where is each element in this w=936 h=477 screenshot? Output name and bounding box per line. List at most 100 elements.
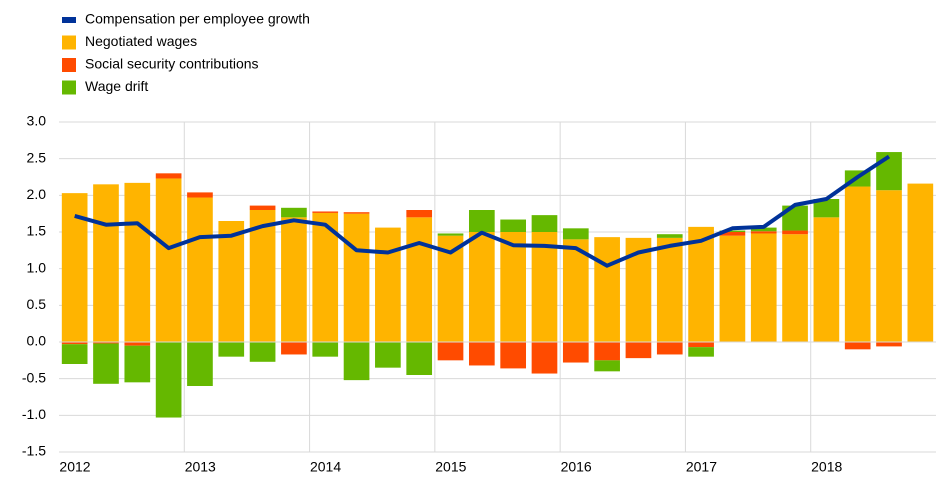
bar — [218, 342, 245, 357]
bar — [876, 342, 902, 347]
bar — [343, 213, 370, 342]
legend-label: Wage drift — [85, 78, 148, 94]
bar — [281, 342, 307, 355]
bar — [656, 234, 683, 238]
bar — [218, 221, 245, 342]
line — [74, 154, 891, 268]
bar — [312, 212, 339, 342]
bar — [500, 342, 527, 369]
bar — [93, 342, 119, 344]
bar — [343, 212, 370, 214]
bar — [437, 233, 464, 236]
bar — [468, 342, 495, 366]
bar — [594, 360, 620, 372]
bar — [61, 342, 88, 345]
bar — [750, 233, 777, 342]
legend-swatch — [62, 17, 76, 23]
bar — [750, 231, 777, 234]
bar — [594, 342, 620, 361]
bar — [562, 228, 589, 240]
legend-swatch — [62, 58, 76, 72]
bar — [93, 184, 119, 342]
bar — [813, 199, 840, 218]
bar — [468, 210, 495, 232]
y-tick-label: 2.0 — [27, 186, 47, 202]
bar — [531, 215, 558, 232]
bar — [844, 342, 871, 350]
y-tick-label: 2.5 — [27, 149, 47, 165]
x-tick-label: 2015 — [435, 459, 466, 475]
bar — [124, 342, 151, 346]
bar — [813, 217, 840, 342]
bar — [531, 342, 558, 374]
bar — [719, 230, 746, 232]
x-tick-label: 2018 — [811, 459, 842, 475]
bar — [124, 345, 151, 383]
bar — [656, 237, 683, 342]
y-tick-label: 1.0 — [27, 259, 47, 275]
y-tick-label: -0.5 — [22, 369, 46, 385]
bar — [375, 227, 401, 342]
bar — [782, 230, 808, 235]
x-tick-label: 2013 — [185, 459, 216, 475]
x-tick-label: 2016 — [561, 459, 592, 475]
bar — [187, 192, 213, 198]
bar — [343, 342, 370, 381]
bar — [688, 347, 714, 357]
bar — [249, 342, 276, 362]
bar — [155, 173, 182, 179]
bar — [468, 232, 495, 342]
legend-label: Social security contributions — [85, 56, 259, 72]
y-tick-label: 0.0 — [27, 333, 47, 349]
bar — [719, 235, 746, 342]
legend-swatch — [62, 35, 76, 50]
bar — [500, 219, 527, 232]
bar — [406, 342, 433, 375]
y-tick-label: -1.5 — [22, 443, 46, 459]
bar — [656, 342, 683, 355]
bar — [719, 232, 746, 236]
y-tick-label: 0.5 — [27, 296, 47, 312]
bar — [61, 193, 88, 342]
bar — [876, 190, 902, 342]
bar — [688, 342, 714, 348]
bar — [594, 237, 620, 342]
bar — [281, 217, 307, 342]
bar — [844, 186, 871, 342]
bar — [782, 234, 808, 342]
bar — [406, 217, 433, 342]
y-tick-label: -1.0 — [22, 406, 46, 422]
bar — [155, 178, 182, 342]
legend-label: Compensation per employee growth — [85, 11, 310, 27]
bar — [61, 344, 88, 364]
y-tick-label: 3.0 — [27, 113, 47, 129]
bar — [124, 182, 151, 342]
bar — [562, 342, 589, 363]
bar — [625, 342, 652, 359]
bar — [249, 210, 276, 342]
bar — [249, 205, 276, 210]
bar — [375, 342, 401, 368]
bar — [688, 226, 714, 342]
bar — [500, 232, 527, 342]
x-tick-label: 2017 — [686, 459, 717, 475]
y-tick-label: 1.5 — [27, 223, 47, 239]
bar — [155, 342, 182, 418]
bar — [187, 342, 213, 386]
legend-label: Negotiated wages — [85, 33, 197, 49]
bar — [187, 197, 213, 342]
legend-swatch — [62, 80, 76, 95]
bar — [437, 342, 464, 361]
bar — [312, 342, 339, 357]
bar — [531, 232, 558, 342]
bar — [312, 211, 339, 213]
bar — [406, 210, 433, 218]
x-tick-label: 2014 — [310, 459, 341, 475]
x-tick-label: 2012 — [59, 459, 90, 475]
bar — [562, 239, 589, 342]
bar — [281, 207, 307, 218]
bar — [750, 227, 777, 232]
bar — [93, 343, 119, 384]
bar — [907, 183, 934, 342]
